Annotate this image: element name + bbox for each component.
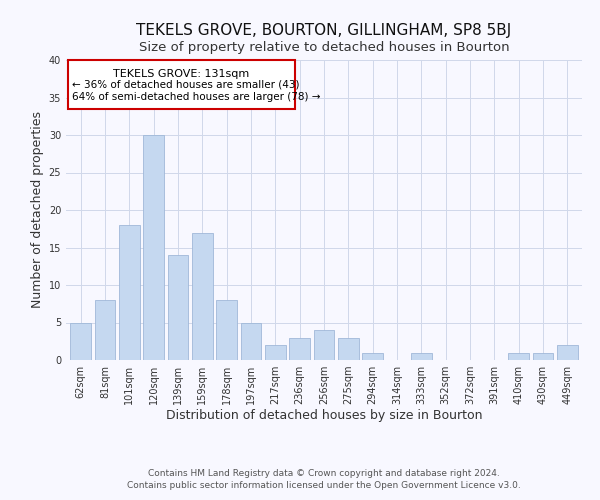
Bar <box>143 135 164 360</box>
Bar <box>70 322 91 360</box>
X-axis label: Distribution of detached houses by size in Bourton: Distribution of detached houses by size … <box>166 408 482 422</box>
Text: ← 36% of detached houses are smaller (43): ← 36% of detached houses are smaller (43… <box>72 80 299 90</box>
Text: TEKELS GROVE: 131sqm: TEKELS GROVE: 131sqm <box>113 69 250 79</box>
Text: TEKELS GROVE, BOURTON, GILLINGHAM, SP8 5BJ: TEKELS GROVE, BOURTON, GILLINGHAM, SP8 5… <box>136 22 512 38</box>
FancyBboxPatch shape <box>68 60 295 109</box>
Bar <box>241 322 262 360</box>
Bar <box>314 330 334 360</box>
Bar <box>119 225 140 360</box>
Bar <box>289 338 310 360</box>
Bar <box>95 300 115 360</box>
Bar <box>362 352 383 360</box>
Text: Size of property relative to detached houses in Bourton: Size of property relative to detached ho… <box>139 41 509 54</box>
Bar <box>338 338 359 360</box>
Bar <box>508 352 529 360</box>
Bar <box>411 352 432 360</box>
Bar <box>265 345 286 360</box>
Bar <box>216 300 237 360</box>
Text: Contains public sector information licensed under the Open Government Licence v3: Contains public sector information licen… <box>127 480 521 490</box>
Text: Contains HM Land Registry data © Crown copyright and database right 2024.: Contains HM Land Registry data © Crown c… <box>148 469 500 478</box>
Y-axis label: Number of detached properties: Number of detached properties <box>31 112 44 308</box>
Text: 64% of semi-detached houses are larger (78) →: 64% of semi-detached houses are larger (… <box>72 92 320 102</box>
Bar <box>533 352 553 360</box>
Bar <box>167 255 188 360</box>
Bar <box>192 232 212 360</box>
Bar <box>557 345 578 360</box>
